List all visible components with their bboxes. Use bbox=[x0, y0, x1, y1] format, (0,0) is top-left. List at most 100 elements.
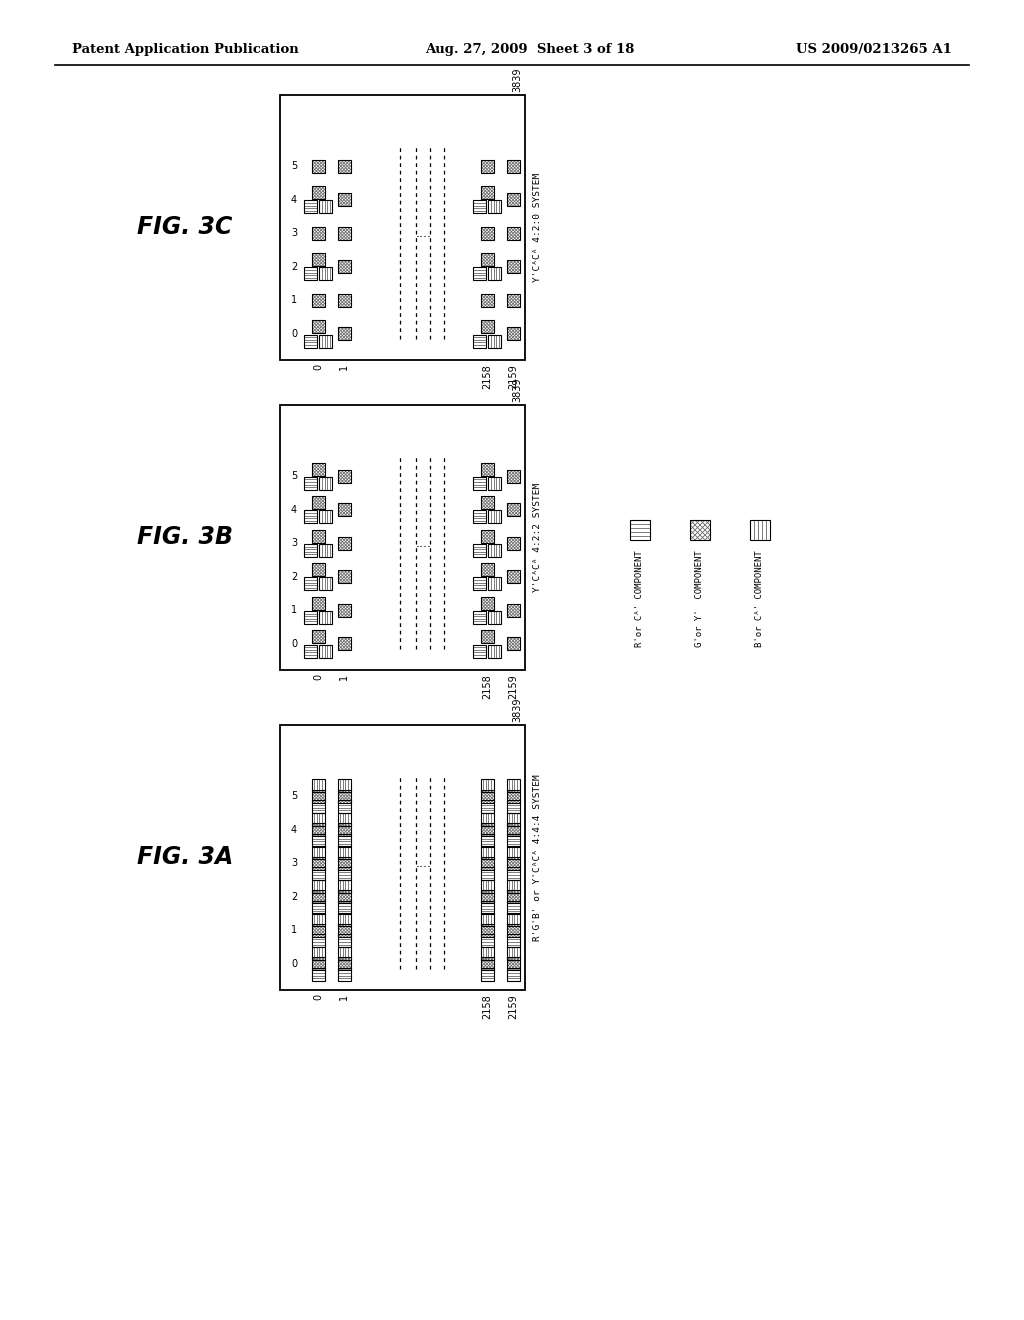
Bar bbox=[480, 913, 494, 927]
Bar bbox=[338, 503, 350, 516]
Bar bbox=[338, 260, 350, 273]
Bar bbox=[480, 946, 494, 960]
Bar bbox=[507, 890, 519, 903]
Bar bbox=[507, 503, 519, 516]
Bar bbox=[630, 520, 650, 540]
Bar bbox=[480, 321, 494, 333]
Bar bbox=[338, 800, 350, 813]
Text: 1: 1 bbox=[339, 994, 349, 1001]
Bar bbox=[338, 603, 350, 616]
Bar bbox=[338, 294, 350, 306]
Bar bbox=[507, 327, 519, 341]
Bar bbox=[338, 813, 350, 826]
Bar bbox=[480, 253, 494, 267]
Bar bbox=[480, 857, 494, 870]
Bar bbox=[473, 334, 485, 347]
Bar bbox=[338, 160, 350, 173]
Bar bbox=[338, 779, 350, 792]
Bar bbox=[480, 846, 494, 859]
Bar bbox=[304, 611, 316, 624]
Bar bbox=[338, 227, 350, 240]
Bar bbox=[311, 857, 325, 870]
Bar bbox=[480, 294, 494, 306]
Text: 2159: 2159 bbox=[508, 675, 518, 698]
Bar bbox=[480, 924, 494, 937]
Text: 2158: 2158 bbox=[482, 994, 492, 1019]
Bar bbox=[311, 867, 325, 880]
Bar bbox=[480, 462, 494, 475]
Bar bbox=[507, 603, 519, 616]
Bar bbox=[311, 529, 325, 543]
Bar bbox=[304, 511, 316, 523]
Bar bbox=[690, 520, 710, 540]
Bar bbox=[338, 327, 350, 341]
Bar bbox=[480, 946, 494, 960]
Bar bbox=[311, 824, 325, 837]
Bar bbox=[480, 834, 494, 846]
Bar bbox=[338, 924, 350, 937]
Bar bbox=[311, 890, 325, 903]
Bar bbox=[338, 957, 350, 970]
Bar bbox=[507, 824, 519, 837]
Bar bbox=[304, 334, 316, 347]
Bar bbox=[338, 900, 350, 913]
Bar bbox=[507, 789, 519, 803]
Bar bbox=[311, 186, 325, 199]
Bar bbox=[338, 846, 350, 859]
Bar bbox=[311, 529, 325, 543]
Bar bbox=[488, 544, 502, 557]
Bar bbox=[507, 503, 519, 516]
Bar bbox=[311, 957, 325, 970]
Bar bbox=[507, 834, 519, 846]
Text: B'or Cᴬ' COMPONENT: B'or Cᴬ' COMPONENT bbox=[756, 550, 765, 647]
Bar bbox=[311, 496, 325, 510]
Bar bbox=[311, 834, 325, 846]
Bar bbox=[311, 834, 325, 846]
Text: ....: .... bbox=[416, 227, 431, 240]
Bar bbox=[311, 789, 325, 803]
Bar bbox=[507, 800, 519, 813]
Bar bbox=[311, 227, 325, 240]
Bar bbox=[480, 846, 494, 859]
Bar bbox=[507, 160, 519, 173]
Bar bbox=[319, 477, 333, 490]
Bar bbox=[311, 321, 325, 333]
Bar bbox=[338, 924, 350, 937]
Bar bbox=[311, 800, 325, 813]
Bar bbox=[507, 470, 519, 483]
Text: 0: 0 bbox=[291, 958, 297, 969]
Bar bbox=[480, 824, 494, 837]
Bar bbox=[507, 968, 519, 981]
Bar bbox=[473, 201, 485, 214]
Bar bbox=[338, 890, 350, 903]
Bar bbox=[488, 611, 502, 624]
Bar bbox=[507, 327, 519, 341]
Bar bbox=[480, 630, 494, 643]
Bar bbox=[338, 503, 350, 516]
Bar bbox=[311, 913, 325, 927]
Bar bbox=[507, 789, 519, 803]
Bar bbox=[304, 577, 316, 590]
Bar bbox=[507, 846, 519, 859]
Bar bbox=[480, 824, 494, 837]
Bar bbox=[319, 268, 333, 280]
Bar bbox=[338, 160, 350, 173]
Bar bbox=[311, 900, 325, 913]
Bar bbox=[338, 857, 350, 870]
Text: FIG. 3B: FIG. 3B bbox=[137, 525, 233, 549]
Bar bbox=[488, 268, 502, 280]
Bar bbox=[488, 611, 502, 624]
Bar bbox=[473, 201, 485, 214]
Text: R'G'B' or Y'CᴬCᴬ 4:4:4 SYSTEM: R'G'B' or Y'CᴬCᴬ 4:4:4 SYSTEM bbox=[532, 774, 542, 941]
Bar bbox=[311, 630, 325, 643]
Text: 5: 5 bbox=[291, 791, 297, 801]
Text: 2158: 2158 bbox=[482, 675, 492, 698]
Bar bbox=[311, 846, 325, 859]
Bar bbox=[311, 227, 325, 240]
Bar bbox=[507, 824, 519, 837]
Bar bbox=[311, 834, 325, 846]
Bar bbox=[473, 644, 485, 657]
Bar bbox=[473, 611, 485, 624]
Bar bbox=[488, 577, 502, 590]
Bar bbox=[507, 968, 519, 981]
